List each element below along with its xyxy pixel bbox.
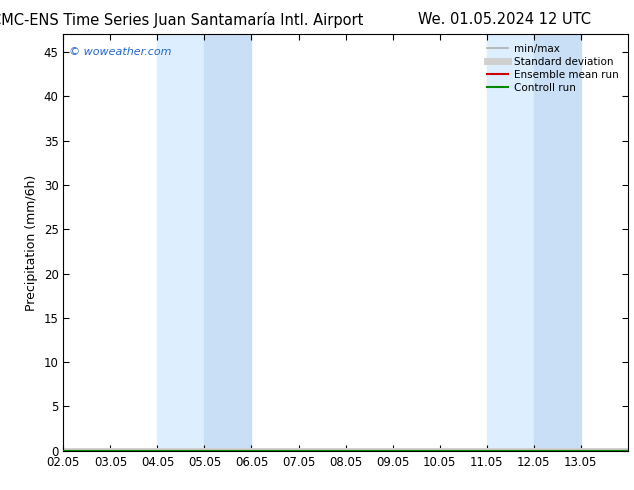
Text: We. 01.05.2024 12 UTC: We. 01.05.2024 12 UTC bbox=[418, 12, 590, 27]
Y-axis label: Precipitation (mm/6h): Precipitation (mm/6h) bbox=[25, 174, 38, 311]
Bar bbox=[534, 34, 581, 451]
Bar bbox=[204, 34, 252, 451]
Legend: min/max, Standard deviation, Ensemble mean run, Controll run: min/max, Standard deviation, Ensemble me… bbox=[483, 40, 623, 97]
Text: CMC-ENS Time Series Juan Santamaría Intl. Airport: CMC-ENS Time Series Juan Santamaría Intl… bbox=[0, 12, 364, 28]
Text: © woweather.com: © woweather.com bbox=[69, 47, 172, 57]
Bar bbox=[486, 34, 534, 451]
Bar bbox=[157, 34, 204, 451]
